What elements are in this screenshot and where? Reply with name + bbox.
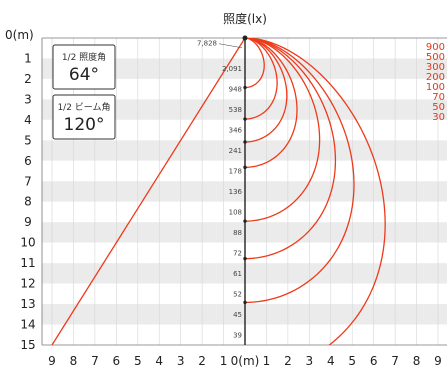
beam-angle-line	[51, 38, 246, 345]
isolux-level-label: 500	[426, 52, 445, 63]
isolux-curve-200	[244, 38, 298, 168]
x-tick-label-right: 9	[434, 354, 442, 368]
half-beam-angle-label: 1/2 ビーム角	[57, 101, 110, 113]
y-tick-label: 3	[24, 92, 32, 106]
isolux-curve-30	[244, 38, 386, 345]
x-tick-label-right: 3	[306, 354, 314, 368]
x-tick-label-left: 3	[177, 354, 185, 368]
isolux-curve-900	[244, 38, 265, 89]
y-tick-label: 13	[20, 297, 35, 311]
center-illuminance-label: 45	[233, 311, 242, 319]
y-tick-label: 2	[24, 72, 32, 86]
x-axis-origin-label: 0(m)	[231, 354, 260, 368]
center-illuminance-leader	[218, 43, 243, 49]
x-tick-label-left: 2	[198, 354, 206, 368]
isolux-level-label: 200	[426, 72, 445, 83]
x-tick-label-right: 4	[327, 354, 335, 368]
half-beam-angle-box: 1/2 ビーム角 120°	[52, 94, 116, 140]
isolux-level-label: 100	[426, 82, 445, 93]
isolux-curve-50	[244, 38, 355, 304]
half-illuminance-angle-value: 64°	[69, 65, 99, 85]
y-tick-label: 1	[24, 51, 32, 65]
isolux-curve-100	[244, 38, 321, 222]
x-tick-label-left: 7	[91, 354, 99, 368]
curve-crossing-dot-300	[243, 140, 247, 144]
x-tick-label-right: 8	[413, 354, 421, 368]
center-illuminance-label: 72	[233, 249, 242, 257]
center-illuminance-labels: 7,828 2,091 948 538 346 241 178 136 108 88 72 61 52 4…	[197, 40, 243, 340]
center-illuminance-label: 948	[229, 86, 242, 94]
half-illuminance-angle-label: 1/2 照度角	[62, 51, 106, 63]
isolux-level-label: 30	[432, 112, 445, 123]
y-tick-label: 5	[24, 133, 32, 147]
center-illuminance-label: 136	[229, 188, 243, 196]
isolux-level-label: 50	[432, 102, 445, 113]
curve-crossing-dot-200	[243, 165, 247, 170]
center-illuminance-label: 2,091	[222, 65, 242, 73]
isolux-curve-70	[244, 38, 337, 260]
x-tick-label-left: 4	[155, 354, 163, 368]
x-tick-label-left: 9	[48, 354, 56, 368]
angle-info-boxes: 1/2 照度角 64° 1/2 ビーム角 120°	[52, 44, 116, 140]
center-illuminance-label: 178	[229, 168, 242, 176]
y-tick-label: 12	[20, 277, 35, 291]
curve-crossing-dot-900	[243, 85, 247, 90]
x-tick-label-right: 1	[263, 354, 271, 368]
center-illuminance-label: 346	[229, 127, 243, 135]
x-tick-label-right: 5	[348, 354, 356, 368]
isolux-level-label: 70	[432, 92, 445, 103]
x-tick-label-left: 5	[134, 354, 142, 368]
center-illuminance-label: 88	[233, 229, 242, 237]
center-illuminance-label: 7,828	[197, 40, 217, 48]
center-axis	[242, 35, 248, 345]
isolux-curve-300	[244, 38, 288, 143]
x-tick-label-right: 6	[370, 354, 378, 368]
curve-crossing-dot-70	[243, 256, 247, 261]
curve-crossing-dot-100	[243, 219, 247, 223]
isolux-level-label: 900	[426, 42, 445, 53]
y-tick-label: 9	[24, 215, 32, 229]
center-illuminance-label: 108	[229, 208, 242, 216]
x-tick-label-left: 6	[113, 354, 121, 368]
x-tick-label-left: 8	[70, 354, 78, 368]
center-illuminance-label: 52	[233, 290, 242, 298]
isolux-curves	[244, 38, 386, 345]
y-tick-label: 6	[24, 154, 32, 168]
y-tick-label: 11	[20, 256, 35, 270]
center-illuminance-label: 61	[233, 270, 242, 278]
half-beam-angle-value: 120°	[64, 115, 105, 135]
center-illuminance-label: 241	[229, 147, 242, 155]
y-axis-origin-label: 0(m)	[5, 28, 34, 42]
half-illuminance-angle-box: 1/2 照度角 64°	[52, 44, 116, 90]
beam-angle-line	[51, 38, 246, 345]
y-tick-label: 10	[20, 236, 35, 250]
light-source-dot	[242, 35, 248, 41]
curve-crossing-dot-500	[243, 117, 247, 121]
y-tick-label: 7	[24, 174, 32, 188]
x-tick-label-left: 1	[220, 354, 228, 368]
chart-title: 照度(lx)	[223, 11, 267, 26]
y-tick-label: 15	[20, 338, 35, 352]
center-illuminance-label: 538	[229, 106, 242, 114]
x-tick-label-right: 7	[391, 354, 399, 368]
center-illuminance-label: 39	[233, 331, 242, 339]
isolux-curve-500	[244, 38, 278, 120]
x-tick-label-right: 2	[284, 354, 292, 368]
isolux-level-label: 300	[426, 62, 445, 73]
y-tick-label: 4	[24, 113, 32, 127]
y-tick-label: 14	[20, 318, 35, 332]
y-tick-label: 8	[24, 195, 32, 209]
curve-crossing-dot-50	[243, 300, 247, 305]
